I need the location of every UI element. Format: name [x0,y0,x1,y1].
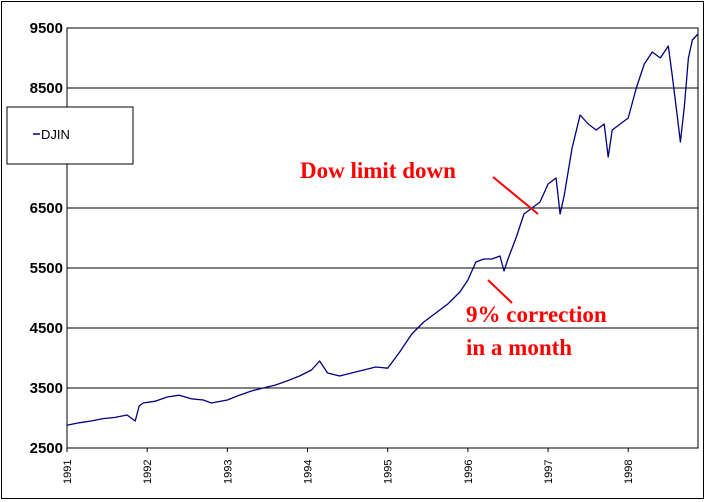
x-tick-label: 1998 [623,460,635,484]
x-tick-label: 1995 [383,460,395,484]
series-line-djin [66,33,699,426]
x-axis-tick-labels: 1991 1992 1993 1994 1995 1996 1997 1998 [62,448,635,484]
legend-box [6,106,134,165]
x-tick-label: 1996 [463,460,475,484]
series-layer [66,33,699,426]
annotation-correction-line2: in a month [466,335,572,360]
x-tick-label: 1993 [222,460,234,484]
x-tick-label: 1997 [543,460,555,484]
x-tick-label: 1994 [303,460,315,484]
y-tick-label: 8500 [30,80,63,97]
y-tick-label: 5500 [30,260,63,277]
x-tick-label: 1991 [62,460,74,484]
y-tick-label: 4500 [30,320,63,337]
gridlines [67,27,698,449]
y-axis-tick-labels: 2500 3500 4500 5500 6500 8500 9500 [30,20,63,457]
annotation-limit-down-pointer [492,176,539,215]
annotation-correction-pointer [487,279,513,304]
plot-area [66,27,699,449]
y-tick-label: 9500 [30,20,63,37]
y-tick-label: 2500 [30,440,63,457]
y-tick-label: 3500 [30,380,63,397]
legend-label: DJIN [41,127,70,142]
annotation-correction-line1: 9% correction [466,302,607,327]
y-tick-label: 6500 [30,200,63,217]
annotation-limit-down: Dow limit down [300,158,456,183]
x-tick-label: 1992 [142,460,154,484]
